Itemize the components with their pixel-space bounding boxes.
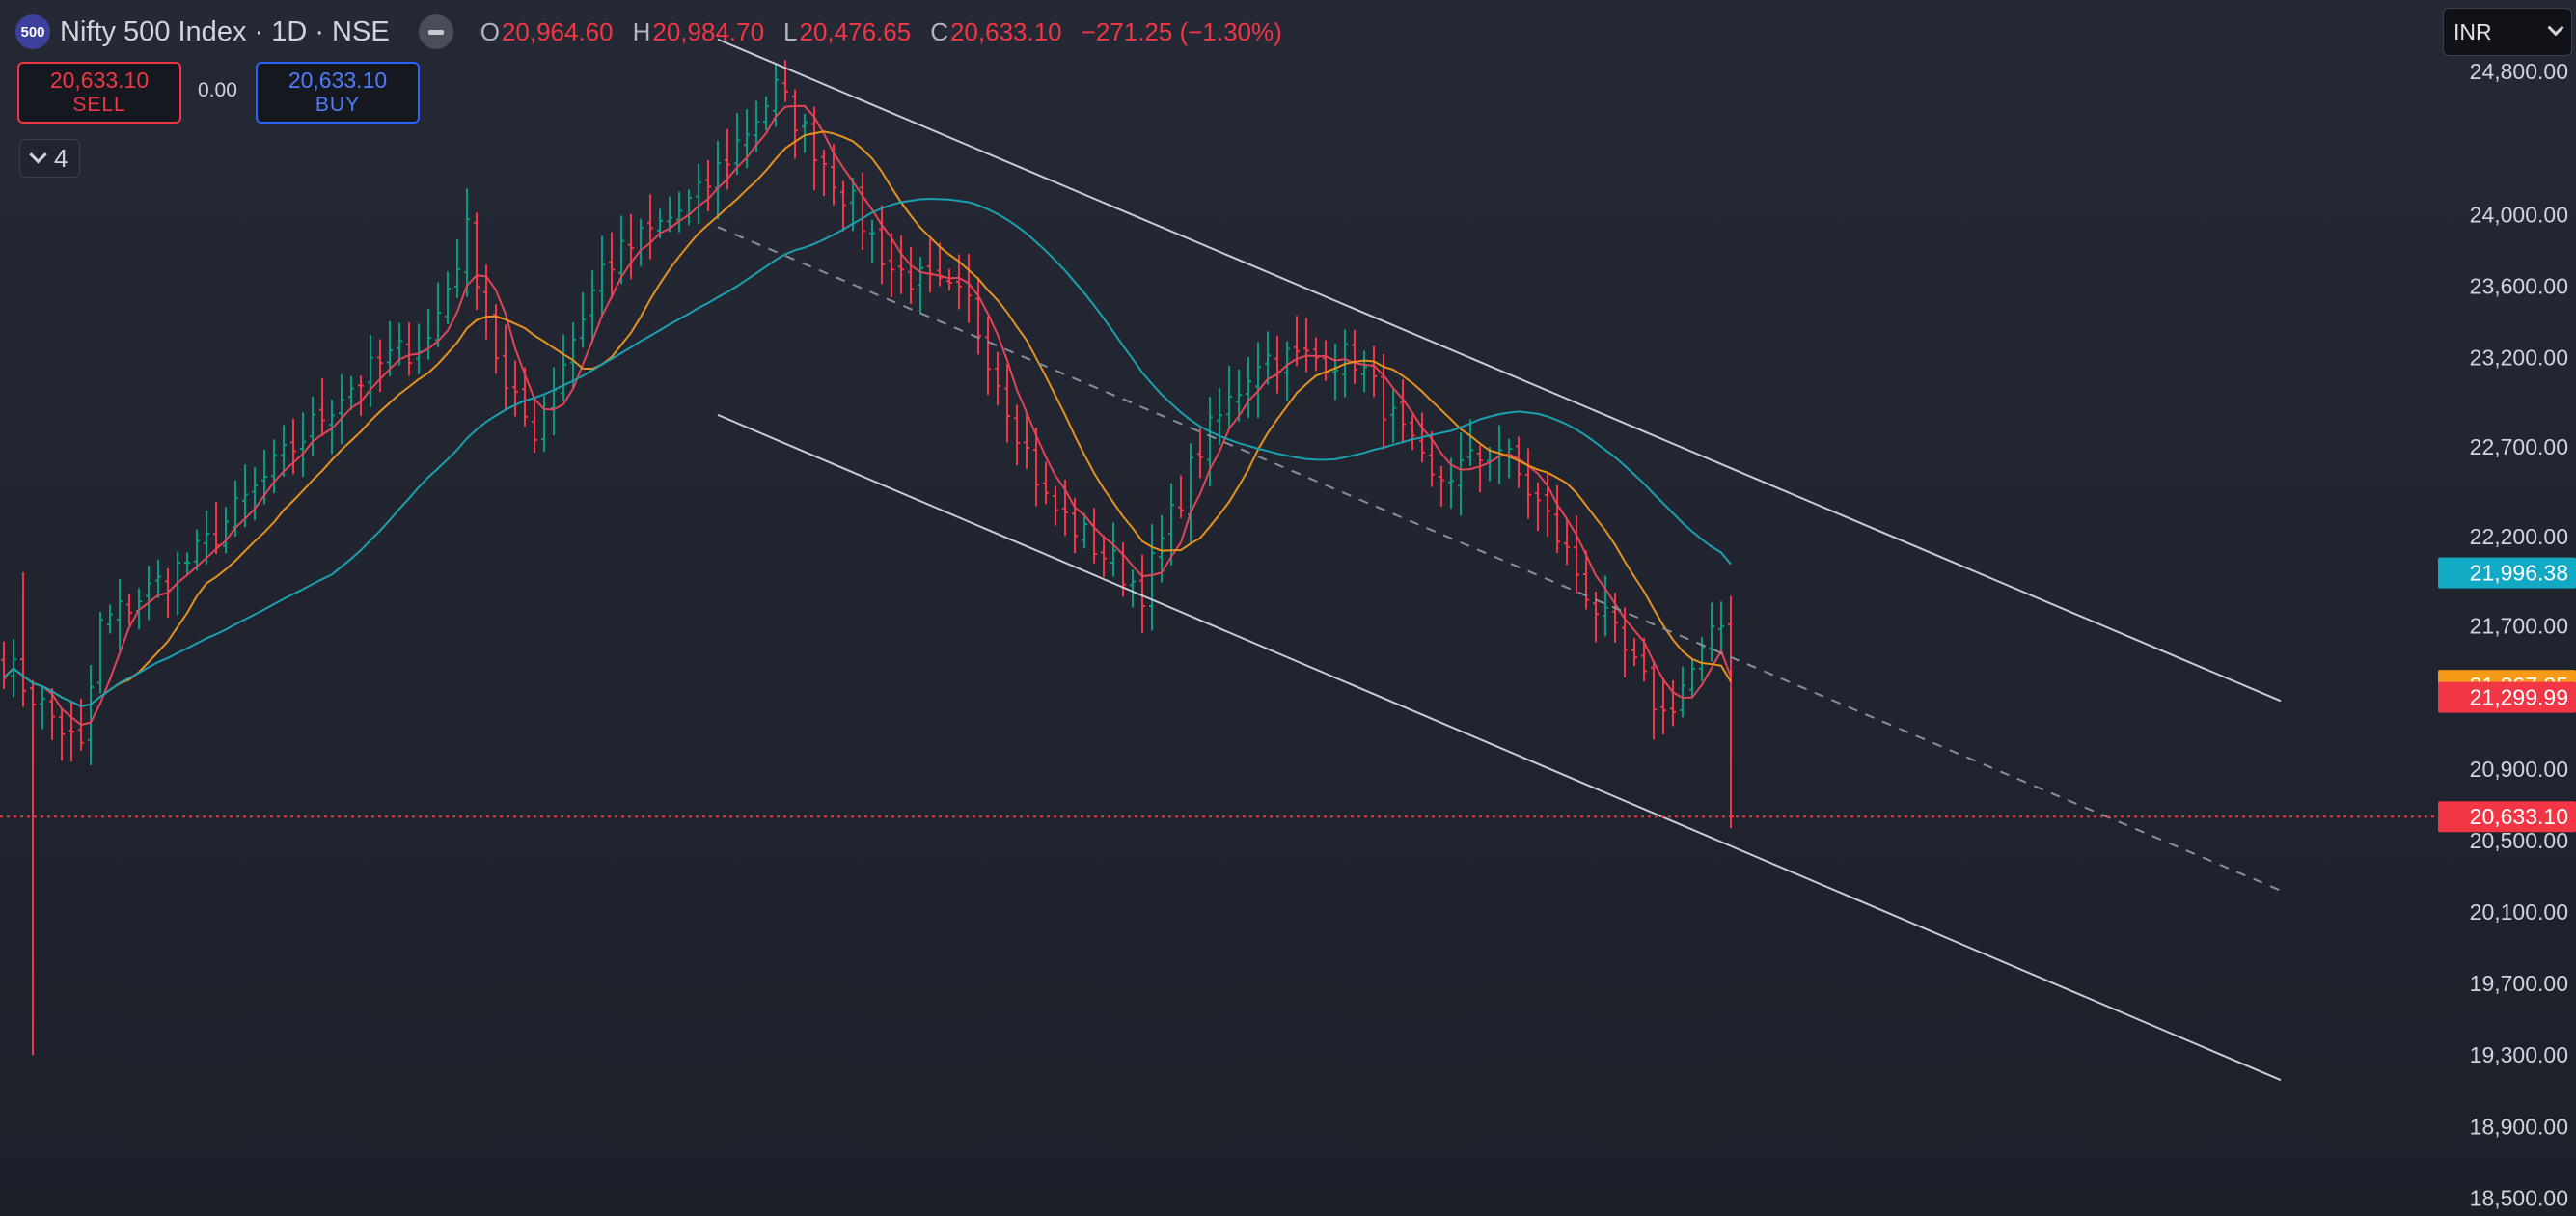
ma-fast-line <box>3 104 1732 727</box>
sell-button[interactable]: 20,633.10 SELL <box>17 62 181 124</box>
chevron-down-icon <box>29 145 47 163</box>
y-tick-label: 23,200.00 <box>2470 345 2568 371</box>
ohlc-values: O20,964.60 H20,984.70 L20,476.65 C20,633… <box>480 17 1282 47</box>
y-tick-label: 19,700.00 <box>2470 971 2568 996</box>
y-tick-label: 22,700.00 <box>2470 434 2568 459</box>
indicators-collapse-button[interactable]: 4 <box>19 139 81 178</box>
buy-button[interactable]: 20,633.10 BUY <box>256 62 420 124</box>
y-tick-label: 24,000.00 <box>2470 202 2568 227</box>
close-key: C <box>930 16 948 46</box>
y-tick-label: 20,100.00 <box>2470 899 2568 925</box>
chevron-down-icon <box>2547 19 2564 37</box>
y-tick-label: 24,800.00 <box>2470 59 2568 84</box>
price-label-box <box>2438 801 2576 833</box>
y-tick-label: 22,200.00 <box>2470 524 2568 549</box>
ma-mid-line <box>3 130 1732 707</box>
open-key: O <box>480 16 500 46</box>
symbol-title[interactable]: Nifty 500 Index · 1D · NSE <box>60 15 390 47</box>
price-label-text: 21,996.38 <box>2470 561 2568 586</box>
index-logo: 500 <box>15 14 50 49</box>
price-label-box <box>2438 557 2576 589</box>
y-tick-label: 23,600.00 <box>2470 273 2568 298</box>
change-value: −271.25 (−1.30%) <box>1081 16 1282 46</box>
currency-select[interactable]: INR <box>2443 8 2572 56</box>
indicators-count: 4 <box>54 143 69 173</box>
channel-mid-dashed-line <box>717 226 2282 892</box>
minus-icon[interactable] <box>418 14 453 49</box>
open-value: 20,964.60 <box>501 16 614 46</box>
channel-upper-line <box>717 38 2282 703</box>
low-key: L <box>783 16 798 46</box>
y-tick-label: 18,900.00 <box>2470 1114 2568 1139</box>
ma-slow-line <box>3 197 1732 707</box>
price-label-box <box>2438 681 2576 713</box>
currency-label: INR <box>2453 18 2492 44</box>
y-tick-label: 18,500.00 <box>2470 1185 2568 1210</box>
high-key: H <box>632 16 651 46</box>
price-label-text: 20,633.10 <box>2470 804 2568 829</box>
y-tick-label: 20,900.00 <box>2470 757 2568 782</box>
buy-price: 20,633.10 <box>288 68 388 93</box>
spread-value: 0.00 <box>198 79 237 101</box>
channel-lower-line <box>717 413 2282 1082</box>
close-value: 20,633.10 <box>949 16 1062 46</box>
high-value: 20,984.70 <box>652 16 765 46</box>
y-tick-label: 19,300.00 <box>2470 1042 2568 1067</box>
sell-price: 20,633.10 <box>49 68 150 93</box>
chart-header: 500 Nifty 500 Index · 1D · NSE O20,964.6… <box>15 12 1282 52</box>
y-tick-label: 21,700.00 <box>2470 614 2568 639</box>
sell-label: SELL <box>72 94 126 116</box>
price-label-text: 21,299.99 <box>2470 685 2568 710</box>
buy-label: BUY <box>315 94 361 116</box>
low-value: 20,476.65 <box>799 16 912 46</box>
